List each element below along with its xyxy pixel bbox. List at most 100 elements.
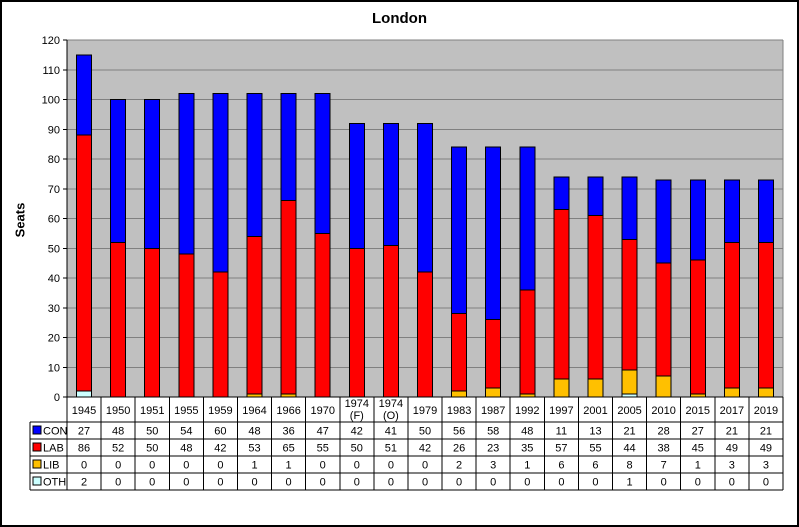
cell-OTH-11: 0 bbox=[456, 477, 462, 489]
cell-LAB-2: 50 bbox=[146, 443, 158, 455]
cell-LIB-15: 6 bbox=[592, 460, 598, 472]
bar-segment-CON-1970 bbox=[314, 93, 331, 234]
y-tick-label-80: 80 bbox=[48, 154, 60, 166]
x-category-label-19: 2017 bbox=[720, 405, 744, 417]
cell-LIB-19: 3 bbox=[729, 460, 735, 472]
cell-CON-9: 41 bbox=[385, 426, 397, 438]
bar-segment-CON-1983 bbox=[451, 146, 468, 315]
cell-LAB-10: 42 bbox=[419, 443, 431, 455]
y-tick-label-120: 120 bbox=[42, 35, 60, 47]
bar-segment-LAB-1997 bbox=[553, 209, 570, 380]
cell-CON-17: 28 bbox=[658, 426, 670, 438]
cell-OTH-7: 0 bbox=[320, 477, 326, 489]
cell-OTH-3: 0 bbox=[183, 477, 189, 489]
cell-LIB-13: 1 bbox=[524, 460, 530, 472]
legend-label-OTH: OTH bbox=[43, 477, 66, 489]
legend-key-OTH bbox=[32, 476, 42, 486]
bar-segment-CON-1974F bbox=[348, 122, 365, 249]
cell-CON-2: 50 bbox=[146, 426, 158, 438]
cell-LIB-7: 0 bbox=[320, 460, 326, 472]
cell-LAB-4: 42 bbox=[214, 443, 226, 455]
bar-segment-CON-2019 bbox=[757, 179, 774, 243]
cell-CON-6: 36 bbox=[282, 426, 294, 438]
x-category-label-13: 1992 bbox=[515, 405, 539, 417]
bar-segment-LAB-1974O bbox=[382, 244, 399, 398]
cell-LIB-9: 0 bbox=[388, 460, 394, 472]
x-category-label-5: 1964 bbox=[242, 405, 266, 417]
x-category-label-10: 1979 bbox=[413, 405, 437, 417]
bar-segment-CON-1974O bbox=[382, 122, 399, 246]
cell-CON-1: 48 bbox=[112, 426, 124, 438]
x-category-label-15: 2001 bbox=[583, 405, 607, 417]
y-tick-label-110: 110 bbox=[42, 65, 60, 77]
cell-OTH-5: 0 bbox=[251, 477, 257, 489]
cell-CON-19: 21 bbox=[726, 426, 738, 438]
legend-key-LIB bbox=[32, 459, 42, 469]
cell-CON-0: 27 bbox=[78, 426, 90, 438]
x-category-label-0: 1945 bbox=[72, 405, 96, 417]
bar-segment-LIB-2001 bbox=[587, 378, 604, 398]
y-tick-label-90: 90 bbox=[48, 124, 60, 136]
bar-segment-CON-2010 bbox=[655, 179, 672, 264]
cell-LIB-17: 7 bbox=[661, 460, 667, 472]
bar-segment-CON-1964 bbox=[246, 93, 263, 237]
cell-LIB-16: 8 bbox=[627, 460, 633, 472]
cell-CON-15: 13 bbox=[589, 426, 601, 438]
bar-segment-LAB-1964 bbox=[246, 235, 263, 395]
cell-OTH-19: 0 bbox=[729, 477, 735, 489]
legend-key-CON bbox=[32, 425, 42, 435]
x-category-label-14: 1997 bbox=[549, 405, 573, 417]
cell-LIB-6: 1 bbox=[286, 460, 292, 472]
cell-CON-14: 11 bbox=[556, 426, 567, 438]
cell-CON-5: 48 bbox=[248, 426, 260, 438]
bar-segment-LAB-2010 bbox=[655, 262, 672, 377]
legend-key-LAB bbox=[32, 442, 42, 452]
cell-LIB-0: 0 bbox=[81, 460, 87, 472]
cell-LAB-13: 35 bbox=[521, 443, 533, 455]
x-category-label-16: 2005 bbox=[617, 405, 641, 417]
bar-segment-LAB-1966 bbox=[280, 200, 297, 395]
cell-LAB-1: 52 bbox=[112, 443, 124, 455]
legend-label-LAB: LAB bbox=[43, 443, 64, 455]
cell-OTH-15: 0 bbox=[592, 477, 598, 489]
cell-LAB-9: 51 bbox=[385, 443, 397, 455]
cell-OTH-10: 0 bbox=[422, 477, 428, 489]
cell-LAB-6: 65 bbox=[282, 443, 294, 455]
chart-title: London bbox=[372, 10, 427, 27]
x-category-label-18: 2015 bbox=[686, 405, 710, 417]
x-category-label-12: 1987 bbox=[481, 405, 505, 417]
cell-LAB-16: 44 bbox=[623, 443, 635, 455]
x-category-label-17: 2010 bbox=[651, 405, 675, 417]
cell-LAB-14: 57 bbox=[555, 443, 567, 455]
bar-segment-LAB-1951 bbox=[144, 247, 161, 398]
cell-LIB-10: 0 bbox=[422, 460, 428, 472]
cell-LIB-20: 3 bbox=[763, 460, 769, 472]
bar-segment-LAB-2005 bbox=[621, 238, 638, 371]
bar-segment-CON-1955 bbox=[178, 93, 195, 255]
bar-segment-LAB-1970 bbox=[314, 232, 331, 398]
bar-segment-CON-1992 bbox=[519, 146, 536, 291]
cell-CON-4: 60 bbox=[214, 426, 226, 438]
bar-segment-LAB-1983 bbox=[451, 313, 468, 392]
x-category-label-6: 1966 bbox=[276, 405, 300, 417]
x-category-label-4: 1959 bbox=[208, 405, 232, 417]
cell-CON-13: 48 bbox=[521, 426, 533, 438]
cell-OTH-9: 0 bbox=[388, 477, 394, 489]
cell-LIB-18: 1 bbox=[695, 460, 701, 472]
cell-OTH-14: 0 bbox=[558, 477, 564, 489]
cell-LAB-3: 48 bbox=[180, 443, 192, 455]
bar-segment-CON-2015 bbox=[689, 179, 706, 261]
y-tick-label-20: 20 bbox=[48, 333, 60, 345]
bar-segment-CON-1966 bbox=[280, 93, 297, 202]
bar-segment-LIB-2005 bbox=[621, 369, 638, 395]
x-category-label-8: 1974 (F) bbox=[345, 398, 369, 422]
bar-segment-LAB-1955 bbox=[178, 253, 195, 398]
cell-LAB-11: 26 bbox=[453, 443, 465, 455]
cell-LAB-19: 49 bbox=[726, 443, 738, 455]
bar-segment-LAB-1987 bbox=[485, 319, 502, 389]
cell-LAB-17: 38 bbox=[658, 443, 670, 455]
cell-OTH-12: 0 bbox=[490, 477, 496, 489]
cell-LIB-5: 1 bbox=[251, 460, 257, 472]
x-category-label-9: 1974 (O) bbox=[379, 398, 403, 422]
